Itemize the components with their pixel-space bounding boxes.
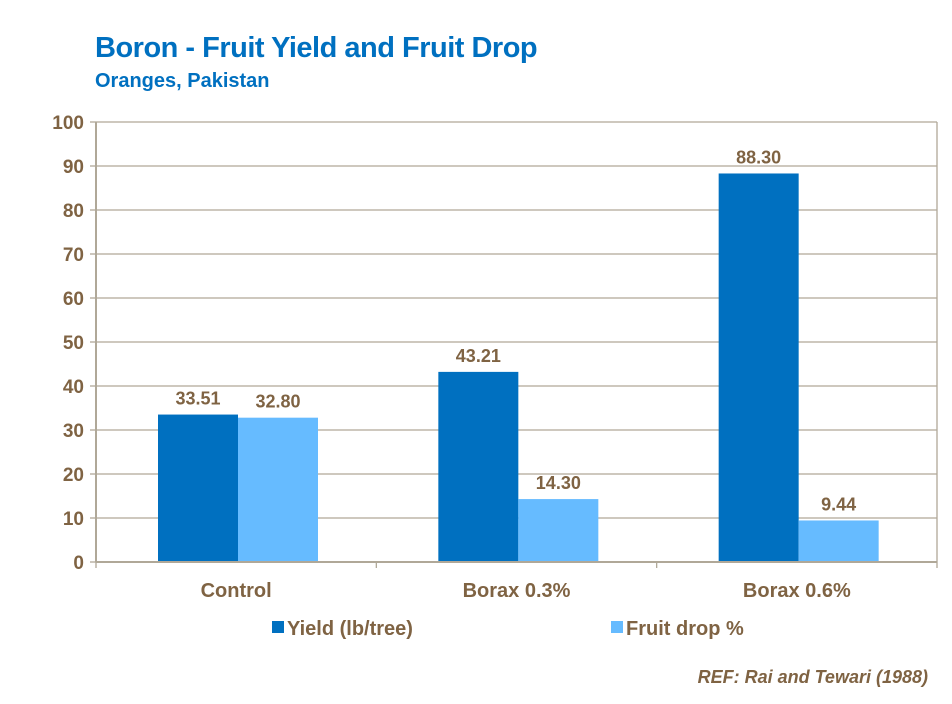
data-label: 9.44	[821, 494, 856, 514]
y-tick-label: 40	[63, 377, 84, 398]
x-category-label: Control	[201, 580, 272, 602]
legend-label: Yield (lb/tree)	[287, 618, 413, 640]
reference-note: REF: Rai and Tewari (1988)	[697, 667, 928, 687]
y-tick-label: 10	[63, 509, 84, 530]
data-label: 88.30	[736, 147, 781, 167]
chart-subtitle: Oranges, Pakistan	[95, 70, 270, 92]
y-tick-label: 60	[63, 289, 84, 310]
bar	[158, 414, 238, 562]
legend-swatch	[272, 621, 284, 633]
data-label: 43.21	[456, 346, 501, 366]
y-tick-label: 70	[63, 245, 84, 266]
y-tick-label: 30	[63, 421, 84, 442]
y-tick-label: 90	[63, 157, 84, 178]
y-tick-label: 20	[63, 465, 84, 486]
bar	[438, 371, 519, 562]
data-label: 14.30	[536, 473, 581, 493]
x-category-label: Borax 0.6%	[743, 580, 851, 602]
y-tick-label: 100	[52, 113, 84, 134]
data-label: 32.80	[255, 392, 300, 412]
bar	[798, 520, 879, 562]
bar	[718, 173, 799, 563]
y-tick-label: 50	[63, 333, 84, 354]
y-tick-label: 0	[73, 553, 84, 574]
bar	[238, 417, 318, 562]
legend-label: Fruit drop %	[626, 618, 744, 640]
y-tick-label: 80	[63, 201, 84, 222]
legend-swatch	[611, 621, 623, 633]
data-label: 33.51	[175, 389, 220, 409]
x-category-label: Borax 0.3%	[463, 580, 571, 602]
chart-title: Boron - Fruit Yield and Fruit Drop	[95, 32, 538, 64]
bar	[518, 499, 599, 562]
